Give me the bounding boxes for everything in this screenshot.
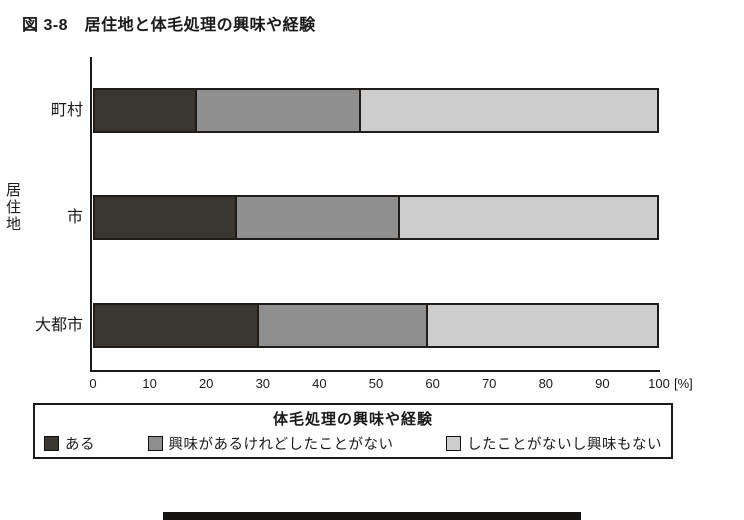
legend-box: 体毛処理の興味や経験 ある 興味があるけれどしたことがない したことがないし興味もな… [33,403,673,459]
x-tick-label: 30 [255,376,271,391]
bar-segment [195,90,360,131]
x-tick-label: 20 [198,376,214,391]
bar-segment [398,197,657,238]
stacked-bar [93,195,659,240]
bar-row: 市 [67,195,659,240]
legend-item: 興味があるけれどしたことがない [147,433,394,454]
bar-row: 大都市 [35,303,659,348]
category-label: 町村 [50,102,83,119]
legend-items: ある 興味があるけれどしたことがない したことがないし興味もない [35,429,671,454]
category-label: 大都市 [34,317,83,334]
bar-segment [256,305,427,346]
cropped-next-element-bar [163,512,581,520]
legend-swatch [44,436,59,451]
x-tick-label: 0 [89,376,97,391]
x-tick-label: 80 [538,376,554,391]
bars-area: 町村市大都市 [35,57,659,370]
x-tick-label: 60 [425,376,440,391]
x-tick-label: 10 [142,376,157,391]
x-tick-label: 40 [312,376,327,391]
chart-title: 図 3-8 居住地と体毛処理の興味や経験 [22,17,316,34]
plot-area: 町村市大都市 0 10 20 30 40 50 60 70 80 90 100 [%] [35,57,693,391]
bar-segment [95,90,196,131]
category-label: 市 [66,209,83,226]
legend-label: 興味があるけれどしたことがない [168,437,394,453]
bar-row: 町村 [51,88,659,133]
bar-segment [95,197,235,238]
bar-segment [95,305,257,346]
legend-item: したことがないし興味もない [446,433,662,454]
legend-label: したことがないし興味もない [467,437,662,453]
legend-label: ある [65,437,95,453]
bar-segment [234,197,399,238]
bar-segment [426,305,657,346]
legend-swatch [446,436,461,451]
y-axis-label: 居住地 [4,182,21,233]
stacked-bar [93,88,659,133]
x-axis-unit-label: [%] [674,376,693,391]
x-tick-label: 50 [368,376,384,391]
x-tick-label: 100 [648,376,670,391]
x-tick-label: 70 [481,376,497,391]
legend-item: ある [44,433,95,454]
legend-title: 体毛処理の興味や経験 [272,411,433,428]
x-axis-ticks: 0 10 20 30 40 50 60 70 80 90 100 [%] [89,376,713,394]
bar-segment [359,90,657,131]
stacked-bar [93,303,659,348]
x-tick-label: 90 [595,376,610,391]
legend-swatch [147,436,163,451]
